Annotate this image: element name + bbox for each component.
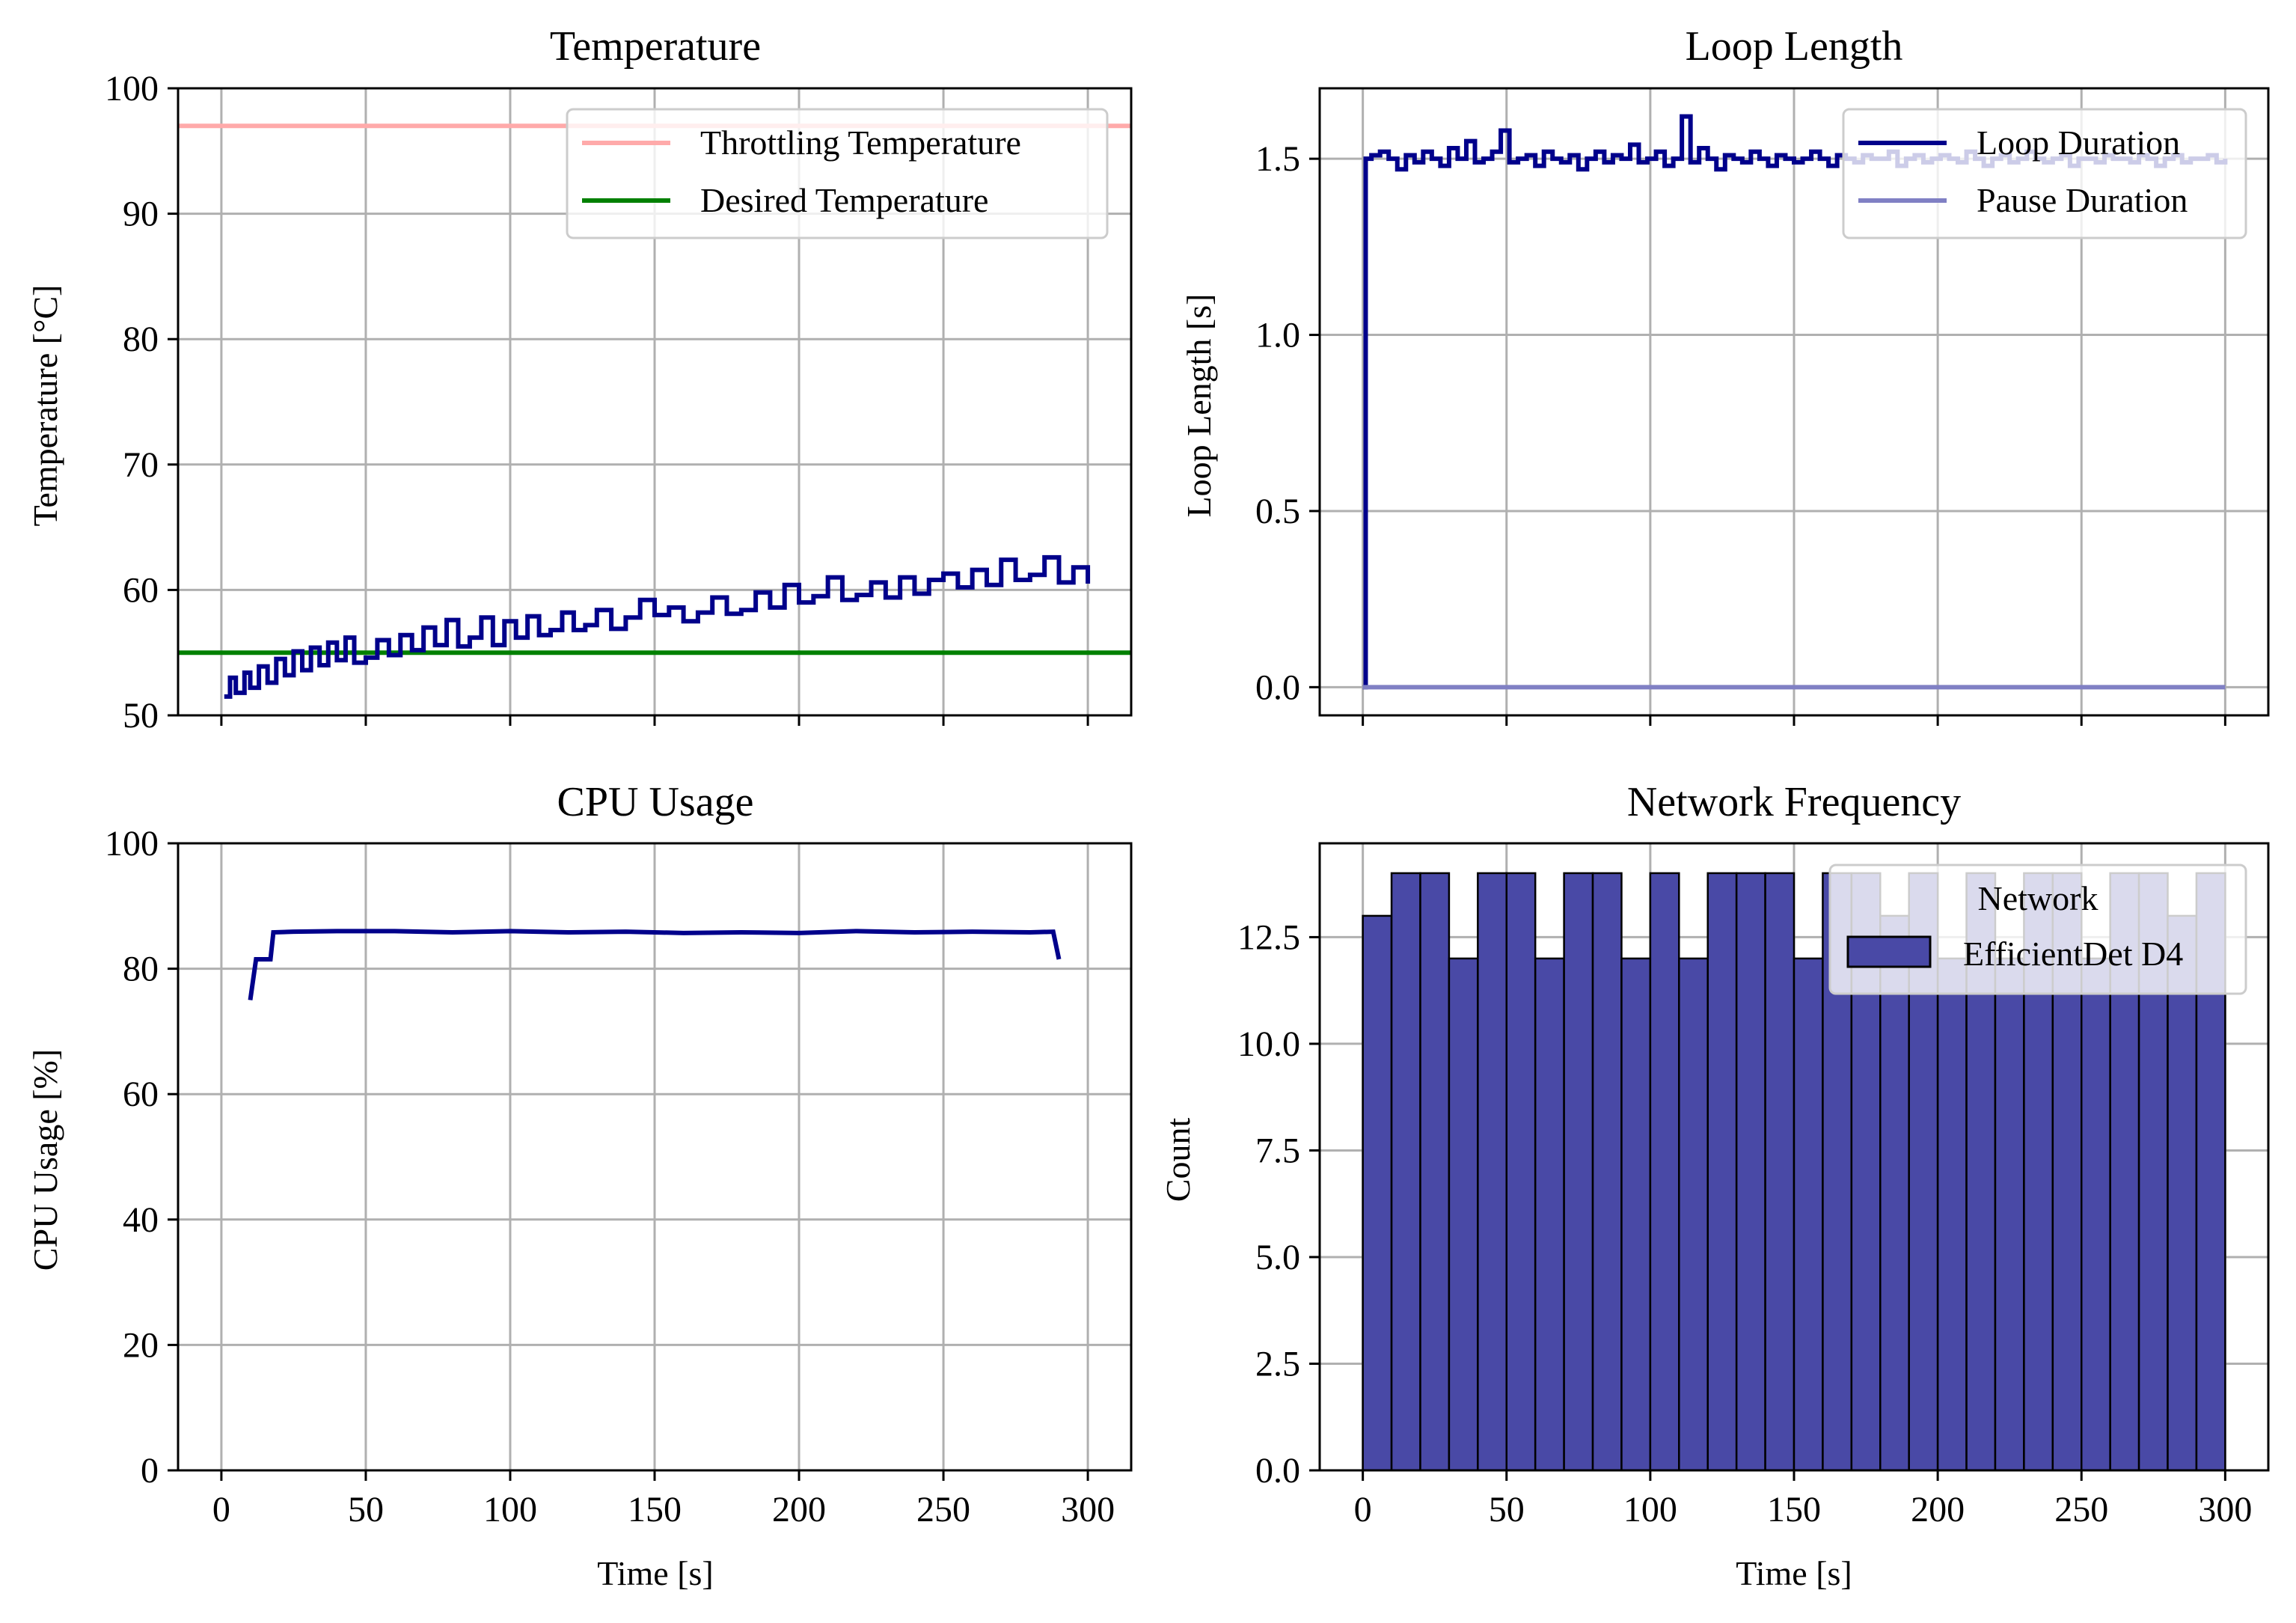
- y-tick-label: 0.5: [1255, 492, 1300, 531]
- y-axis-label: Count: [1159, 1118, 1197, 1202]
- y-tick-label: 70: [123, 445, 159, 485]
- histogram-bar: [2167, 914, 2198, 1472]
- histogram-bar: [1591, 872, 1623, 1472]
- y-tick-label: 60: [123, 570, 159, 610]
- histogram-bar: [2080, 957, 2111, 1472]
- legend-network: Network EfficientDet D4: [1828, 864, 2247, 995]
- histogram-bar: [1735, 872, 1766, 1472]
- x-tick-label: 250: [916, 1490, 970, 1529]
- y-tick-label: 0: [141, 1451, 159, 1491]
- legend-box: [1828, 864, 2247, 995]
- histogram-bar: [1620, 957, 1652, 1472]
- histogram-bar: [1534, 957, 1565, 1472]
- x-tick-label: 50: [348, 1490, 384, 1529]
- plot-cpu-usage: 0 50 100 150 200 250 300 0 20 40 60 80 100: [105, 824, 1133, 1529]
- legend-title: Network: [1978, 879, 2098, 917]
- legend-temperature: Throttling Temperature Desired Temperatu…: [566, 108, 1109, 239]
- x-axis-label: Time [s]: [597, 1554, 714, 1592]
- x-tick-label: 150: [628, 1490, 682, 1529]
- histogram-bar: [1362, 914, 1393, 1472]
- histogram-bar: [1879, 914, 1910, 1472]
- histogram-bar: [1706, 872, 1738, 1472]
- histogram-bar: [1994, 957, 2025, 1472]
- y-axis-label: CPU Usage [%]: [26, 1049, 64, 1271]
- histogram-bar: [1505, 872, 1537, 1472]
- y-tick-label: 0.0: [1255, 667, 1300, 707]
- panel-loop-length: Loop Length Loop Length [s]: [1180, 23, 1902, 517]
- x-tick-label: 0: [212, 1490, 230, 1529]
- histogram-bar: [1936, 957, 1968, 1472]
- histogram-bar: [1793, 957, 1824, 1472]
- y-tick-label: 80: [123, 320, 159, 359]
- chart-title: Temperature: [550, 23, 761, 70]
- y-tick-label: 0.0: [1255, 1451, 1300, 1491]
- x-tick-label: 0: [1354, 1490, 1372, 1529]
- y-tick-label: 50: [123, 696, 159, 736]
- histogram-bar: [1764, 872, 1796, 1472]
- x-tick-label: 300: [2198, 1490, 2252, 1529]
- y-axis-label: Loop Length [s]: [1180, 294, 1218, 518]
- y-tick-label: 5.0: [1255, 1238, 1300, 1277]
- legend-box: [566, 108, 1109, 239]
- legend-label: Desired Temperature: [700, 181, 988, 219]
- x-tick-label: 100: [483, 1490, 537, 1529]
- x-tick-label: 300: [1061, 1490, 1115, 1529]
- y-tick-label: 2.5: [1255, 1344, 1300, 1384]
- histogram-bar: [1448, 957, 1479, 1472]
- y-axis-label: Temperature [°C]: [26, 285, 64, 527]
- panel-cpu-usage: CPU Usage CPU Usage [%] Time [s]: [26, 779, 753, 1592]
- legend-label: Throttling Temperature: [700, 123, 1021, 162]
- histogram-bar: [1678, 957, 1709, 1472]
- y-tick-label: 10.0: [1237, 1024, 1300, 1064]
- panel-temperature: Temperature Temperature [°C]: [26, 23, 761, 526]
- y-tick-label: 60: [123, 1075, 159, 1114]
- series-line-0: [248, 929, 1062, 1000]
- histogram-bar: [1563, 872, 1594, 1472]
- histogram-bar: [1390, 872, 1421, 1472]
- legend-loop-length: Loop Duration Pause Duration: [1842, 108, 2247, 239]
- y-tick-label: 20: [123, 1325, 159, 1365]
- x-tick-label: 250: [2054, 1490, 2108, 1529]
- panel-network-frequency: Network Frequency Count Time [s]: [1159, 779, 1961, 1592]
- y-tick-label: 12.5: [1237, 917, 1300, 957]
- x-tick-label: 200: [1911, 1490, 1965, 1529]
- y-tick-label: 100: [105, 69, 159, 108]
- x-tick-label: 50: [1489, 1490, 1525, 1529]
- x-axis-label: Time [s]: [1736, 1554, 1852, 1592]
- y-tick-label: 1.5: [1255, 139, 1300, 179]
- chart-title: Loop Length: [1686, 23, 1903, 70]
- legend-label: Loop Duration: [1977, 123, 2180, 162]
- y-tick-label: 1.0: [1255, 316, 1300, 355]
- histogram-bar: [1419, 872, 1451, 1472]
- y-tick-label: 100: [105, 824, 159, 864]
- y-tick-label: 7.5: [1255, 1131, 1300, 1170]
- legend-label: EfficientDet D4: [1963, 935, 2183, 973]
- legend-label: Pause Duration: [1977, 181, 2188, 219]
- chart-title: Network Frequency: [1627, 779, 1961, 825]
- legend-swatch-efficientdet: [1846, 935, 1932, 968]
- x-tick-label: 200: [772, 1490, 826, 1529]
- y-tick-label: 80: [123, 950, 159, 989]
- histogram-bar: [1477, 872, 1508, 1472]
- chart-title: CPU Usage: [557, 779, 754, 825]
- y-tick-label: 40: [123, 1200, 159, 1240]
- y-tick-label: 90: [123, 195, 159, 234]
- series-line-0: [224, 554, 1091, 699]
- histogram-bar: [1649, 872, 1680, 1472]
- x-tick-label: 150: [1767, 1490, 1821, 1529]
- x-tick-label: 100: [1623, 1490, 1677, 1529]
